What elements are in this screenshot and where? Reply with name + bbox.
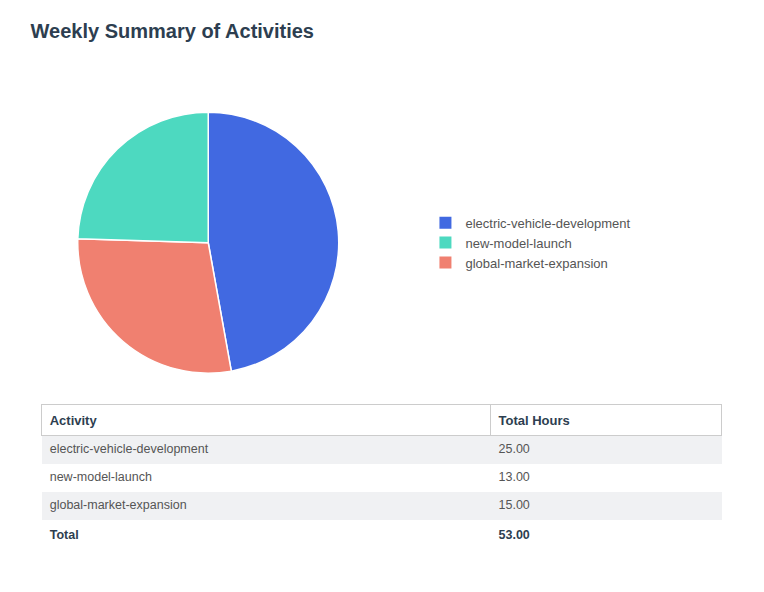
svg-text:Weekly Summary of Activities: Weekly Summary of Activities: [31, 20, 314, 42]
svg-text:new-model-launch: new-model-launch: [50, 470, 152, 484]
svg-text:Total Hours: Total Hours: [499, 413, 570, 428]
svg-text:Activity: Activity: [50, 413, 98, 428]
svg-text:global-market-expansion: global-market-expansion: [50, 498, 187, 512]
svg-text:new-model-launch: new-model-launch: [465, 236, 571, 251]
svg-text:13.00: 13.00: [499, 470, 530, 484]
svg-text:Total: Total: [50, 528, 79, 542]
svg-text:15.00: 15.00: [499, 498, 530, 512]
svg-text:53.00: 53.00: [499, 528, 530, 542]
svg-text:25.00: 25.00: [499, 442, 530, 456]
svg-text:electric-vehicle-development: electric-vehicle-development: [465, 216, 630, 231]
svg-text:global-market-expansion: global-market-expansion: [465, 256, 607, 271]
svg-text:electric-vehicle-development: electric-vehicle-development: [50, 442, 209, 456]
